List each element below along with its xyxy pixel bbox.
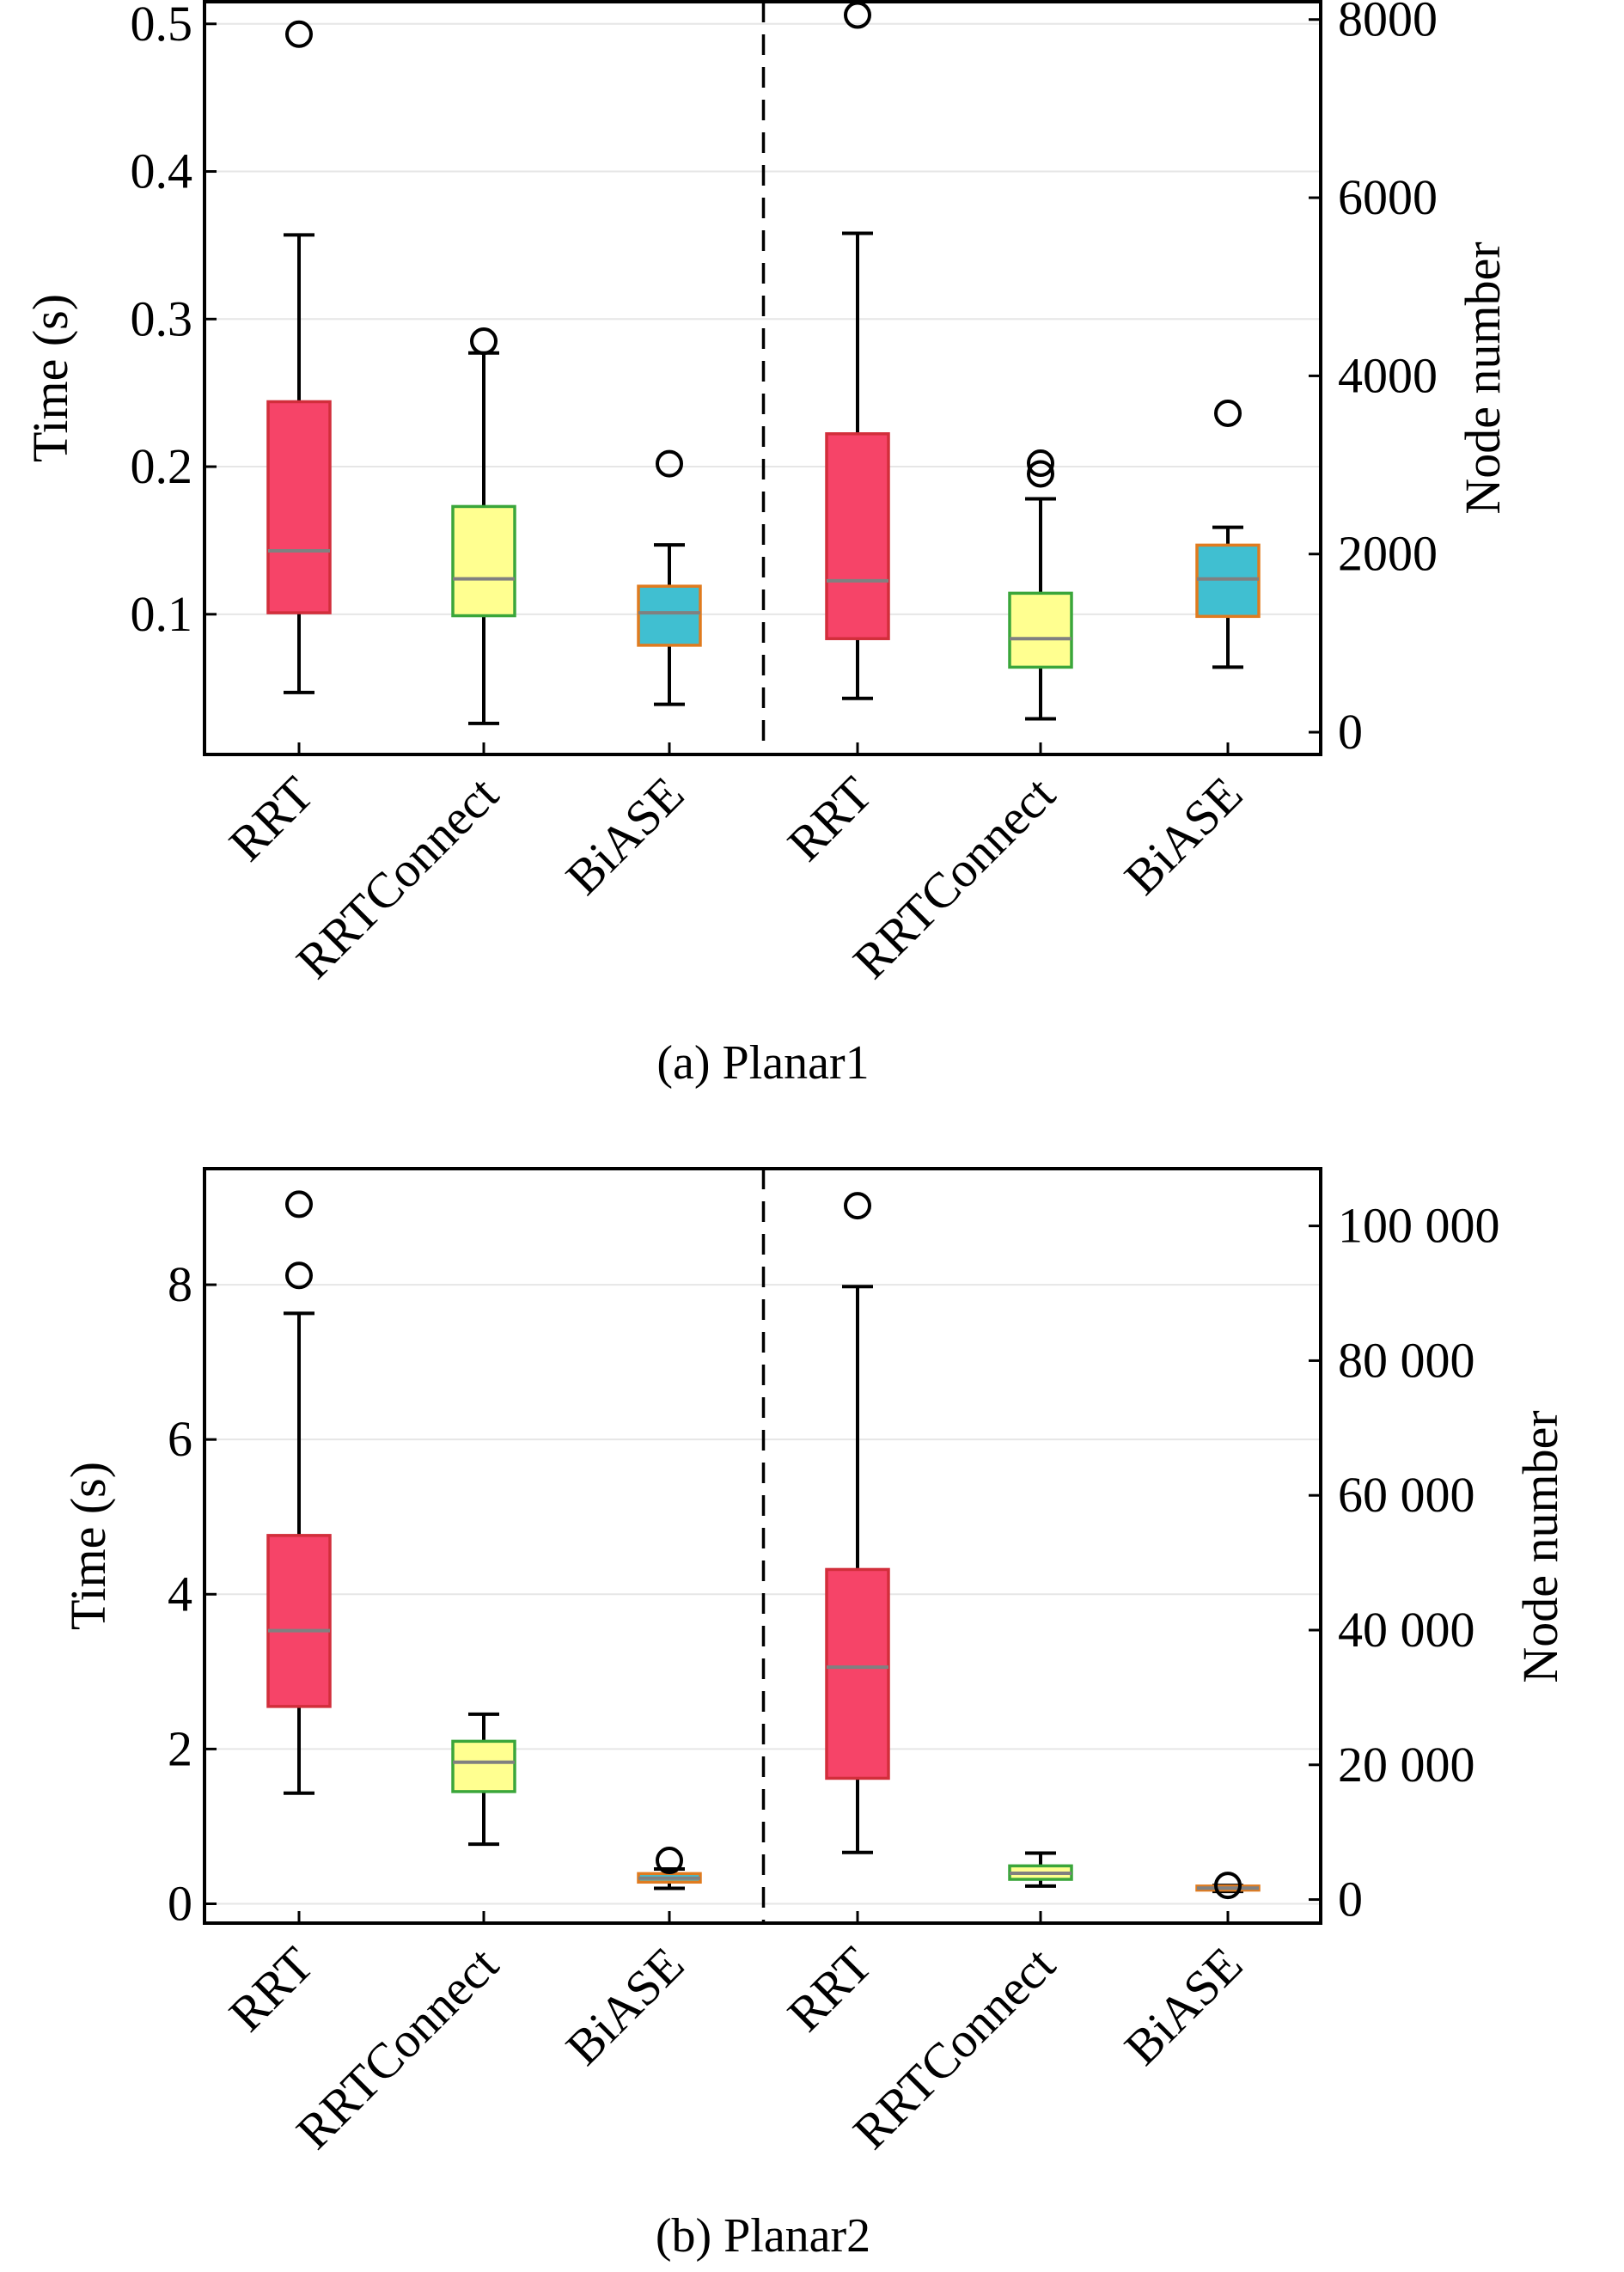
- plot-frame: [203, 1167, 1322, 1925]
- category-label: BiASE: [555, 766, 694, 905]
- right-tick-label: 20 000: [1338, 1737, 1475, 1793]
- box-iqr: [451, 1739, 516, 1793]
- right-axis-label: Node number: [1512, 1410, 1568, 1683]
- left-tick-label: 6: [168, 1411, 192, 1467]
- box-iqr: [1008, 591, 1073, 669]
- box-iqr: [1195, 543, 1261, 619]
- left-tick-label: 2: [168, 1720, 192, 1776]
- box-iqr: [825, 1567, 890, 1780]
- chart-panel-2: 0 2 4 6 8 0 20 000 40 000 60 000 80 000 100 000 Tim…: [60, 1167, 1568, 2263]
- outlier-point: [285, 1261, 313, 1290]
- box-biase-node-number: [1195, 399, 1261, 669]
- category-label: RRT: [777, 1936, 882, 2042]
- left-tick-label: 0.3: [131, 290, 193, 346]
- outlier-point: [844, 1192, 871, 1220]
- box-iqr: [451, 504, 516, 618]
- figure-caption: (a) Planar1: [656, 1036, 869, 1090]
- box-rrtconnect-node-number: [1008, 1851, 1073, 1888]
- category-label: RRTConnect: [285, 766, 509, 989]
- category-label: BiASE: [1114, 1936, 1253, 2075]
- left-tick-label: 0.5: [131, 0, 193, 52]
- left-tick-label: 4: [168, 1566, 192, 1622]
- box-rrtconnect-node-number: [1008, 449, 1073, 721]
- box-rrt-node-number: [825, 1, 890, 700]
- box-rrtconnect-time: [451, 327, 516, 725]
- category-label: RRT: [218, 766, 324, 871]
- outlier-point: [1027, 449, 1054, 478]
- right-tick-label: 4000: [1338, 347, 1438, 403]
- left-tick-label: 0: [168, 1875, 192, 1931]
- right-tick-label: 2000: [1338, 526, 1438, 582]
- left-axis-label: Time (s): [60, 1462, 116, 1630]
- figure-caption: (b) Planar2: [656, 2209, 870, 2263]
- outlier-point: [285, 1190, 313, 1218]
- plot-frame: [203, 0, 1322, 756]
- outlier-point: [1214, 1872, 1242, 1900]
- right-axis-label: Node number: [1455, 241, 1511, 514]
- left-tick-label: 0.2: [131, 438, 193, 494]
- box-biase-time: [637, 449, 702, 706]
- right-tick-label: 0: [1338, 1872, 1363, 1927]
- left-tick-label: 0.1: [131, 586, 193, 642]
- outlier-point: [1027, 460, 1054, 488]
- right-tick-label: 8000: [1338, 0, 1438, 47]
- box-biase-time: [637, 1847, 702, 1890]
- category-label: BiASE: [1114, 766, 1253, 905]
- box-rrt-time: [266, 1190, 332, 1795]
- box-iqr: [266, 400, 332, 614]
- box-rrt-time: [266, 20, 332, 694]
- left-axis-label: Time (s): [22, 294, 78, 462]
- category-label: BiASE: [555, 1936, 694, 2075]
- outlier-point: [656, 1847, 683, 1875]
- outlier-point: [656, 449, 683, 478]
- right-tick-label: 100 000: [1338, 1198, 1500, 1254]
- right-tick-label: 6000: [1338, 169, 1438, 225]
- left-tick-label: 8: [168, 1256, 192, 1312]
- box-rrtconnect-time: [451, 1712, 516, 1847]
- outlier-point: [470, 327, 498, 356]
- outlier-point: [1214, 399, 1242, 427]
- box-biase-node-number: [1195, 1872, 1261, 1900]
- outlier-point: [285, 20, 313, 48]
- right-tick-label: 40 000: [1338, 1602, 1475, 1658]
- chart-panel-1: 0.1 0.2 0.3 0.4 0.5 0 2000 4000 6000 8000 Time (s)…: [22, 0, 1511, 1090]
- box-rrt-node-number: [825, 1192, 890, 1854]
- category-label: RRT: [218, 1936, 324, 2042]
- box-iqr: [825, 432, 890, 640]
- category-label: RRTConnect: [285, 1936, 509, 2159]
- box-iqr: [637, 584, 702, 647]
- box-iqr: [266, 1534, 332, 1708]
- right-tick-label: 60 000: [1338, 1467, 1475, 1523]
- right-tick-label: 80 000: [1338, 1332, 1475, 1388]
- right-tick-label: 0: [1338, 704, 1363, 760]
- category-label: RRT: [777, 766, 882, 871]
- left-tick-label: 0.4: [131, 144, 193, 199]
